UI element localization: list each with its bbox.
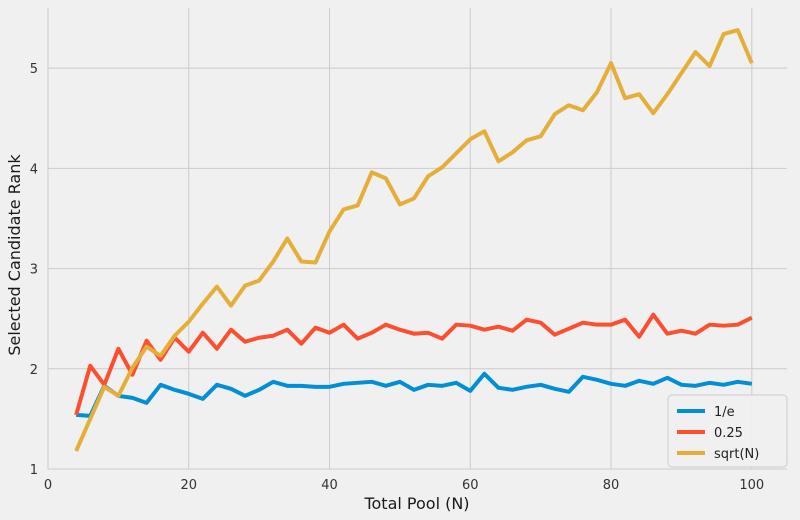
- y-tick-label: 5: [30, 62, 38, 77]
- x-tick-label: 60: [462, 478, 479, 493]
- legend-label: 1/e: [714, 405, 735, 420]
- y-tick-label: 3: [30, 263, 38, 278]
- x-tick-label: 40: [321, 478, 338, 493]
- gridlines: [47, 8, 787, 470]
- legend-label: 0.25: [714, 426, 743, 441]
- x-tick-label: 100: [739, 478, 764, 493]
- x-axis-ticks: 0 20 40 60 80 100: [44, 478, 764, 493]
- x-tick-label: 20: [180, 478, 197, 493]
- legend-label: sqrt(N): [714, 447, 759, 462]
- series-line-2: [74, 28, 754, 452]
- y-tick-label: 1: [30, 463, 38, 478]
- x-tick-label: 0: [44, 478, 52, 493]
- series-lines: [74, 28, 754, 452]
- y-axis-ticks: 1 2 3 4 5: [30, 62, 38, 478]
- legend: 1/e 0.25 sqrt(N): [667, 394, 788, 468]
- y-axis-label: Selected Candidate Rank: [5, 154, 24, 356]
- series-line-1: [74, 312, 753, 416]
- x-axis-label: Total Pool (N): [363, 494, 469, 513]
- y-tick-label: 2: [30, 363, 38, 378]
- x-tick-label: 80: [603, 478, 620, 493]
- y-tick-label: 4: [30, 162, 38, 177]
- series-line-0: [76, 371, 753, 418]
